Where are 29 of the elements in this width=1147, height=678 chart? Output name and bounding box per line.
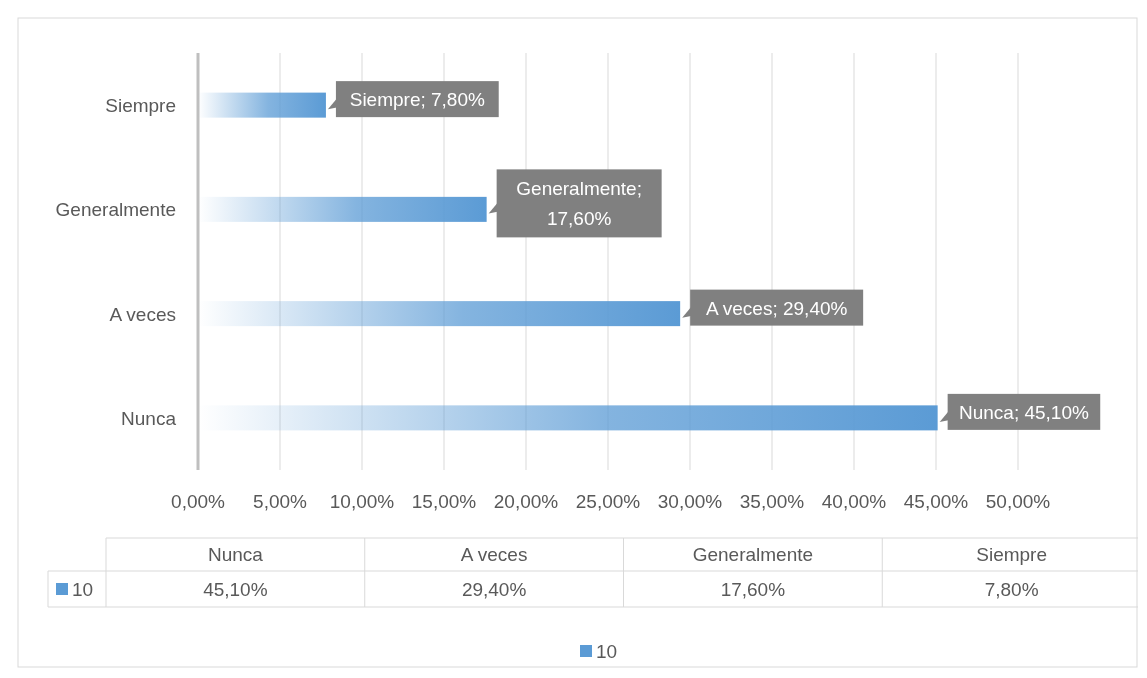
text: 29,40% xyxy=(461,579,527,600)
x-tick-label: 45,00% xyxy=(903,491,969,512)
category-label: Nunca xyxy=(207,544,263,565)
category-label: Siempre xyxy=(976,544,1047,565)
y-tick-label: Nunca xyxy=(121,407,177,429)
x-tick-label: 50,00% xyxy=(985,491,1051,512)
x-tick-label: 5,00% xyxy=(253,491,308,512)
category-label: Generalmente xyxy=(692,544,814,565)
x-tick-label: 15,00% xyxy=(411,491,477,512)
text: 45,10% xyxy=(203,579,268,600)
data-label: Generalmente; 17,60% xyxy=(516,178,642,230)
legend-label: 10 xyxy=(72,579,94,600)
y-tick-label: Generalmente xyxy=(55,199,176,221)
x-tick-label: 30,00% xyxy=(657,491,723,512)
data-label: A veces; 29,40% xyxy=(705,297,848,319)
text: 10 xyxy=(596,641,618,662)
text: 7,80% xyxy=(984,579,1039,600)
y-tick-label: Siempre xyxy=(105,95,176,117)
data-label: Siempre; 7,80% xyxy=(349,89,486,111)
text: 17,60% xyxy=(720,579,786,600)
category-label: A veces xyxy=(460,544,528,565)
x-tick-label: 0,00% xyxy=(171,491,226,512)
data-label: Nunca; 45,10% xyxy=(958,401,1090,423)
x-tick-label: 25,00% xyxy=(575,491,641,512)
y-tick-label: A veces xyxy=(109,303,176,325)
x-tick-label: 10,00% xyxy=(329,491,395,512)
x-tick-label: 20,00% xyxy=(493,491,559,512)
x-tick-label: 40,00% xyxy=(821,491,887,512)
x-tick-label: 35,00% xyxy=(739,491,805,512)
